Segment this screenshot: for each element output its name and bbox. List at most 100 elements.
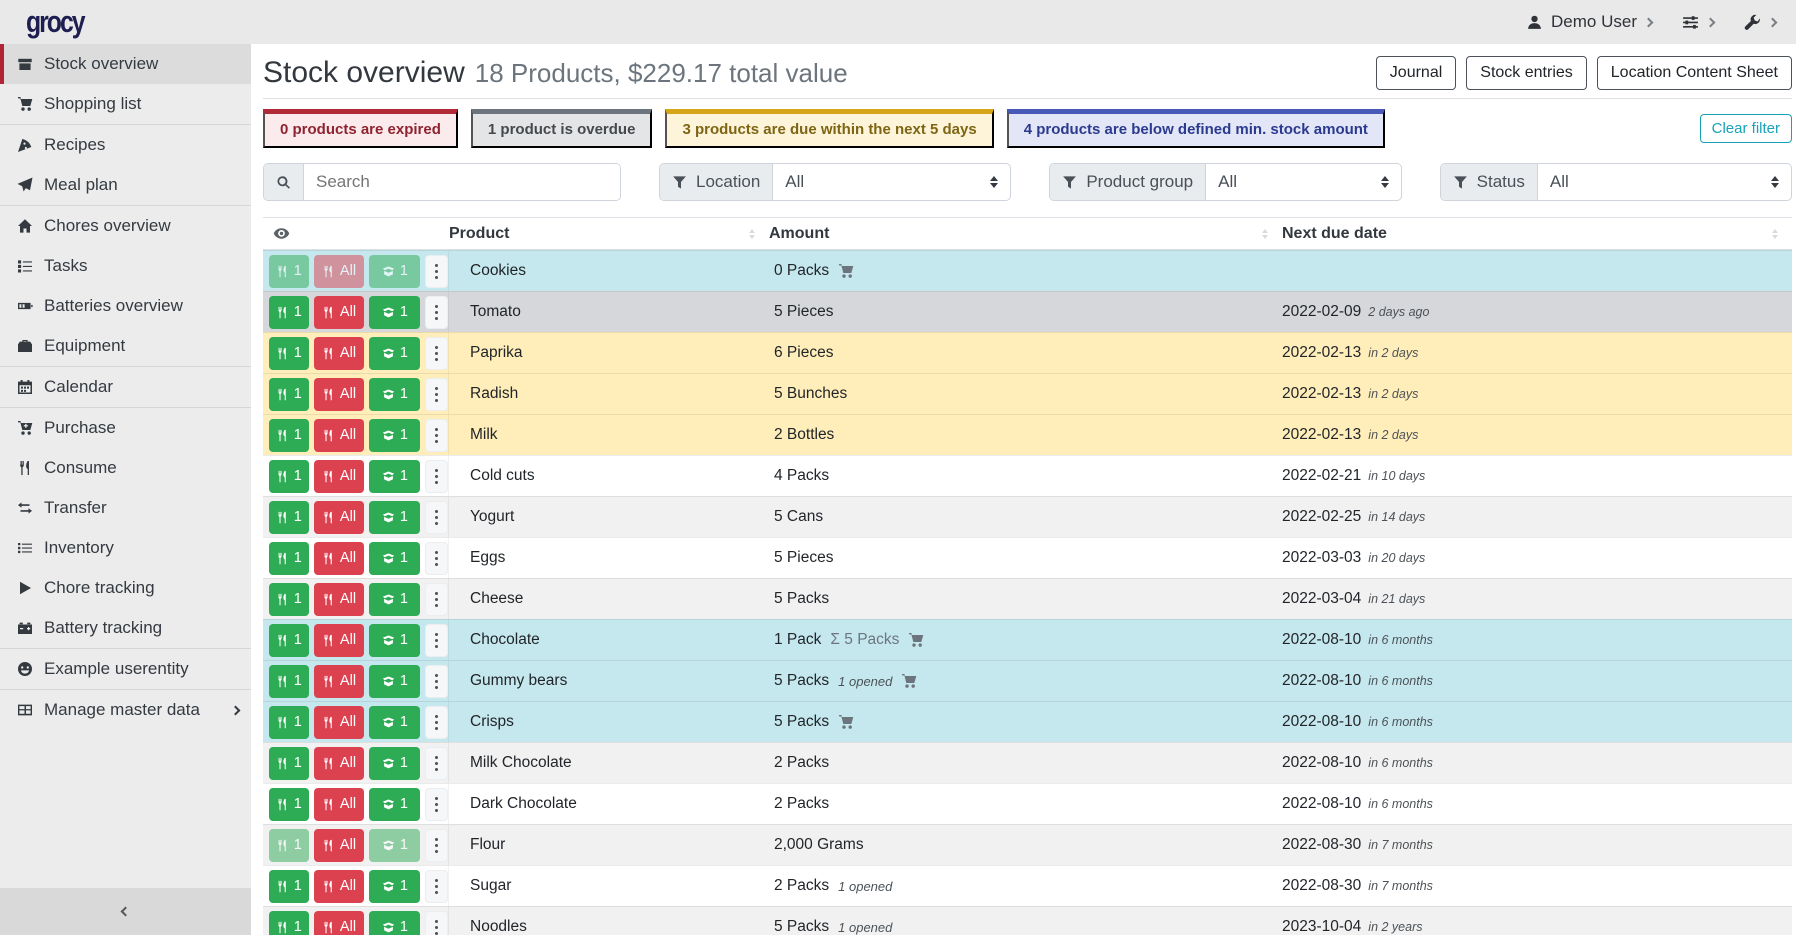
consume-one-button[interactable]: 1 bbox=[269, 910, 309, 935]
consume-all-button[interactable]: All bbox=[313, 869, 365, 903]
open-one-button[interactable]: 1 bbox=[369, 623, 421, 657]
status-chip-2[interactable]: 3 products are due within the next 5 day… bbox=[665, 109, 994, 148]
row-menu-button[interactable] bbox=[425, 828, 448, 862]
consume-one-button[interactable]: 1 bbox=[269, 869, 309, 903]
user-menu[interactable]: Demo User bbox=[1526, 12, 1654, 32]
visibility-column-header[interactable] bbox=[263, 218, 449, 249]
product-group-filter-select[interactable]: All bbox=[1206, 164, 1401, 200]
consume-all-button[interactable]: All bbox=[313, 254, 365, 288]
consume-one-button[interactable]: 1 bbox=[269, 295, 309, 329]
consume-one-button[interactable]: 1 bbox=[269, 377, 309, 411]
open-one-button[interactable]: 1 bbox=[369, 459, 421, 493]
sidebar-item-meal-plan[interactable]: Meal plan bbox=[0, 165, 251, 205]
location-filter-select[interactable]: All bbox=[773, 164, 1010, 200]
open-one-button[interactable]: 1 bbox=[369, 541, 421, 575]
open-one-button[interactable]: 1 bbox=[369, 377, 421, 411]
open-one-button[interactable]: 1 bbox=[369, 418, 421, 452]
status-chip-0[interactable]: 0 products are expired bbox=[263, 109, 458, 148]
consume-one-button[interactable]: 1 bbox=[269, 541, 309, 575]
row-menu-button[interactable] bbox=[425, 746, 448, 780]
consume-one-button[interactable]: 1 bbox=[269, 623, 309, 657]
open-one-button[interactable]: 1 bbox=[369, 787, 421, 821]
search-input[interactable] bbox=[304, 164, 620, 200]
consume-all-button[interactable]: All bbox=[313, 623, 365, 657]
sidebar-item-chore-tracking[interactable]: Chore tracking bbox=[0, 568, 251, 608]
amount-column-header[interactable]: Amount bbox=[769, 218, 1282, 249]
sidebar-item-calendar[interactable]: Calendar bbox=[0, 367, 251, 407]
row-menu-button[interactable] bbox=[425, 295, 448, 329]
sidebar-item-battery-tracking[interactable]: Battery tracking bbox=[0, 608, 251, 648]
row-menu-button[interactable] bbox=[425, 254, 448, 288]
row-menu-button[interactable] bbox=[425, 869, 448, 903]
consume-all-button[interactable]: All bbox=[313, 336, 365, 370]
sidebar-item-example-userentity[interactable]: Example userentity bbox=[0, 649, 251, 689]
consume-one-button[interactable]: 1 bbox=[269, 828, 309, 862]
row-menu-button[interactable] bbox=[425, 705, 448, 739]
row-menu-button[interactable] bbox=[425, 582, 448, 616]
consume-all-button[interactable]: All bbox=[313, 500, 365, 534]
consume-all-button[interactable]: All bbox=[313, 418, 365, 452]
sidebar-item-tasks[interactable]: Tasks bbox=[0, 246, 251, 286]
row-menu-button[interactable] bbox=[425, 623, 448, 657]
sidebar-item-stock-overview[interactable]: Stock overview bbox=[0, 44, 251, 84]
sidebar-item-batteries-overview[interactable]: Batteries overview bbox=[0, 286, 251, 326]
product-column-header[interactable]: Product bbox=[449, 218, 769, 249]
open-one-button[interactable]: 1 bbox=[369, 664, 421, 698]
sidebar-item-chores-overview[interactable]: Chores overview bbox=[0, 206, 251, 246]
consume-one-button[interactable]: 1 bbox=[269, 582, 309, 616]
consume-one-button[interactable]: 1 bbox=[269, 787, 309, 821]
row-menu-button[interactable] bbox=[425, 418, 448, 452]
sidebar-item-transfer[interactable]: Transfer bbox=[0, 488, 251, 528]
consume-all-button[interactable]: All bbox=[313, 828, 365, 862]
clear-filter-button[interactable]: Clear filter bbox=[1699, 114, 1792, 143]
settings-menu[interactable] bbox=[1682, 14, 1716, 31]
consume-all-button[interactable]: All bbox=[313, 787, 365, 821]
open-one-button[interactable]: 1 bbox=[369, 910, 421, 935]
open-one-button[interactable]: 1 bbox=[369, 254, 421, 288]
row-menu-button[interactable] bbox=[425, 910, 448, 935]
consume-one-button[interactable]: 1 bbox=[269, 500, 309, 534]
open-one-button[interactable]: 1 bbox=[369, 582, 421, 616]
sidebar-collapse-button[interactable] bbox=[0, 888, 251, 935]
sidebar-item-shopping-list[interactable]: Shopping list bbox=[0, 84, 251, 124]
open-one-button[interactable]: 1 bbox=[369, 828, 421, 862]
consume-one-button[interactable]: 1 bbox=[269, 336, 309, 370]
row-menu-button[interactable] bbox=[425, 377, 448, 411]
status-chip-1[interactable]: 1 product is overdue bbox=[470, 109, 653, 148]
consume-all-button[interactable]: All bbox=[313, 377, 365, 411]
status-filter-select[interactable]: All bbox=[1538, 164, 1791, 200]
consume-one-button[interactable]: 1 bbox=[269, 418, 309, 452]
stock-entries-button[interactable]: Stock entries bbox=[1466, 56, 1587, 90]
sidebar-item-purchase[interactable]: Purchase bbox=[0, 408, 251, 448]
row-menu-button[interactable] bbox=[425, 664, 448, 698]
journal-button[interactable]: Journal bbox=[1375, 56, 1457, 90]
sidebar-item-recipes[interactable]: Recipes bbox=[0, 125, 251, 165]
open-one-button[interactable]: 1 bbox=[369, 705, 421, 739]
admin-menu[interactable] bbox=[1744, 14, 1778, 31]
consume-all-button[interactable]: All bbox=[313, 664, 365, 698]
row-menu-button[interactable] bbox=[425, 541, 448, 575]
consume-all-button[interactable]: All bbox=[313, 459, 365, 493]
consume-all-button[interactable]: All bbox=[313, 910, 365, 935]
consume-all-button[interactable]: All bbox=[313, 541, 365, 575]
status-chip-3[interactable]: 4 products are below defined min. stock … bbox=[1006, 109, 1385, 148]
consume-all-button[interactable]: All bbox=[313, 705, 365, 739]
sidebar-item-inventory[interactable]: Inventory bbox=[0, 528, 251, 568]
consume-all-button[interactable]: All bbox=[313, 746, 365, 780]
consume-all-button[interactable]: All bbox=[313, 582, 365, 616]
due-date-column-header[interactable]: Next due date bbox=[1282, 218, 1792, 249]
consume-one-button[interactable]: 1 bbox=[269, 664, 309, 698]
row-menu-button[interactable] bbox=[425, 336, 448, 370]
row-menu-button[interactable] bbox=[425, 500, 448, 534]
row-menu-button[interactable] bbox=[425, 459, 448, 493]
open-one-button[interactable]: 1 bbox=[369, 295, 421, 329]
sidebar-item-manage-master-data[interactable]: Manage master data bbox=[0, 690, 251, 730]
sidebar-item-consume[interactable]: Consume bbox=[0, 448, 251, 488]
consume-one-button[interactable]: 1 bbox=[269, 746, 309, 780]
row-menu-button[interactable] bbox=[425, 787, 448, 821]
consume-one-button[interactable]: 1 bbox=[269, 254, 309, 288]
consume-one-button[interactable]: 1 bbox=[269, 705, 309, 739]
location-content-sheet-button[interactable]: Location Content Sheet bbox=[1596, 56, 1792, 90]
open-one-button[interactable]: 1 bbox=[369, 869, 421, 903]
open-one-button[interactable]: 1 bbox=[369, 500, 421, 534]
